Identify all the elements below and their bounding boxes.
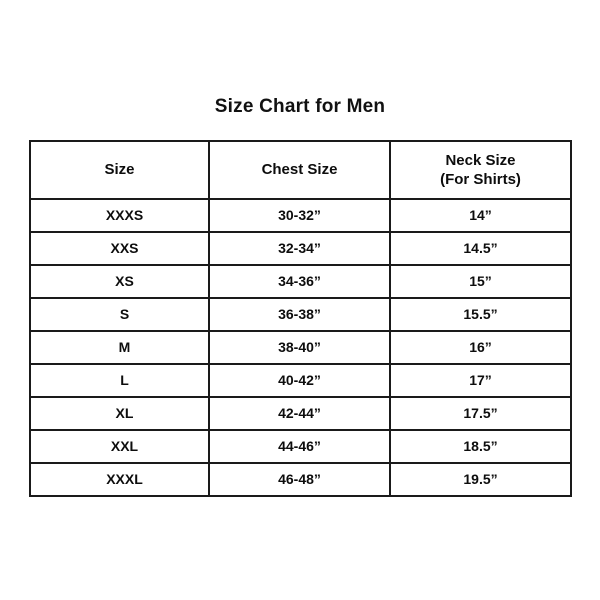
cell-chest-size: 40-42”: [208, 363, 391, 398]
cell-size: XXXL: [29, 462, 210, 497]
column-header-size: Size: [29, 140, 210, 200]
cell-neck-size: 15.5”: [389, 297, 572, 332]
table-row: XS 34-36” 15”: [29, 264, 572, 299]
cell-neck-size: 16”: [389, 330, 572, 365]
page-title: Size Chart for Men: [214, 96, 386, 117]
cell-size: L: [29, 363, 210, 398]
column-header-neck-size-sublabel: (For Shirts): [440, 171, 521, 188]
cell-chest-size: 38-40”: [208, 330, 391, 365]
size-chart-table: Size Chest Size Neck Size (For Shirts) X…: [29, 140, 572, 497]
cell-chest-size: 42-44”: [208, 396, 391, 431]
cell-neck-size: 18.5”: [389, 429, 572, 464]
cell-neck-size: 14.5”: [389, 231, 572, 266]
cell-neck-size: 14”: [389, 198, 572, 233]
column-header-chest-size: Chest Size: [208, 140, 391, 200]
cell-size: S: [29, 297, 210, 332]
cell-size: XS: [29, 264, 210, 299]
cell-size: M: [29, 330, 210, 365]
size-table-container: Size Chest Size Neck Size (For Shirts) X…: [29, 140, 572, 497]
cell-size: XXS: [29, 231, 210, 266]
table-row: XXXL 46-48” 19.5”: [29, 462, 572, 497]
column-header-neck-size: Neck Size (For Shirts): [389, 140, 572, 200]
table-body: XXXS 30-32” 14” XXS 32-34” 14.5” XS 34-3…: [29, 198, 572, 497]
cell-neck-size: 17”: [389, 363, 572, 398]
cell-chest-size: 34-36”: [208, 264, 391, 299]
table-header-row: Size Chest Size Neck Size (For Shirts): [29, 140, 572, 200]
cell-size: XL: [29, 396, 210, 431]
cell-size: XXL: [29, 429, 210, 464]
cell-chest-size: 30-32”: [208, 198, 391, 233]
column-header-neck-size-label: Neck Size: [445, 151, 516, 169]
cell-chest-size: 46-48”: [208, 462, 391, 497]
cell-chest-size: 32-34”: [208, 231, 391, 266]
table-row: XXS 32-34” 14.5”: [29, 231, 572, 266]
table-row: XXXS 30-32” 14”: [29, 198, 572, 233]
table-row: XXL 44-46” 18.5”: [29, 429, 572, 464]
cell-size: XXXS: [29, 198, 210, 233]
table-row: XL 42-44” 17.5”: [29, 396, 572, 431]
cell-neck-size: 15”: [389, 264, 572, 299]
cell-neck-size: 19.5”: [389, 462, 572, 497]
table-row: L 40-42” 17”: [29, 363, 572, 398]
table-header: Size Chest Size Neck Size (For Shirts): [29, 140, 572, 200]
table-row: M 38-40” 16”: [29, 330, 572, 365]
table-row: S 36-38” 15.5”: [29, 297, 572, 332]
cell-chest-size: 36-38”: [208, 297, 391, 332]
cell-chest-size: 44-46”: [208, 429, 391, 464]
cell-neck-size: 17.5”: [389, 396, 572, 431]
